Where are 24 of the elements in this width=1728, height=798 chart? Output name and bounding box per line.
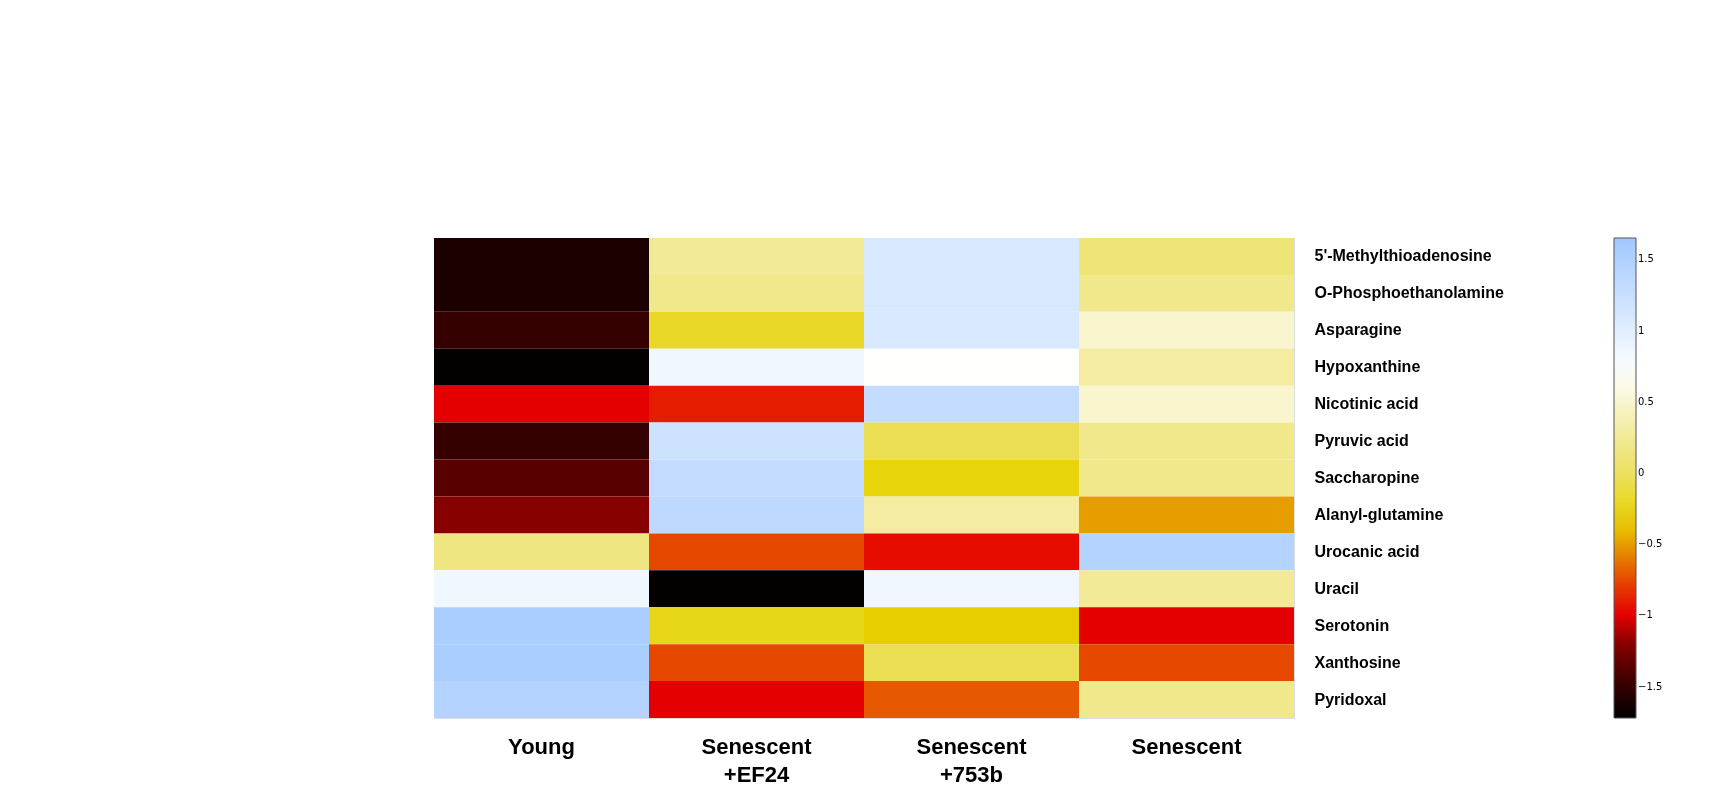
y-tick-label: 5'-Methylthioadenosine — [1314, 247, 1492, 265]
y-tick-label: Pyruvic acid — [1314, 432, 1409, 450]
x-tick-label: Young — [508, 733, 575, 759]
y-tick-label: Xanthosine — [1314, 653, 1401, 671]
color-bar-label: 0 — [1638, 467, 1645, 479]
x-tick-label: Senescent +EF24 — [701, 733, 813, 787]
y-tick-label: Asparagine — [1314, 321, 1402, 339]
color-bar-label: −0.5 — [1638, 538, 1663, 550]
color-bar-label: −1.5 — [1638, 680, 1663, 692]
y-tick-label: Saccharopine — [1314, 469, 1420, 486]
x-tick-label: Senescent +753b — [916, 733, 1028, 787]
color-bar-label: 1.5 — [1638, 253, 1654, 265]
color-bar-label: 1 — [1638, 324, 1645, 336]
y-tick-label: Alanyl-glutamine — [1314, 505, 1444, 523]
y-tick-label: Serotonin — [1314, 616, 1390, 634]
y-tick-label: Hypoxanthine — [1314, 358, 1421, 376]
color-bar-label: −1 — [1638, 609, 1653, 621]
y-tick-label: Urocanic acid — [1314, 542, 1420, 560]
color-bar-label: 0.5 — [1638, 395, 1654, 407]
x-tick-label: Senescent — [1131, 733, 1243, 759]
y-tick-label: Nicotinic acid — [1314, 395, 1419, 413]
y-tick-label: Uracil — [1314, 579, 1359, 597]
y-tick-label: Pyridoxal — [1314, 690, 1387, 708]
y-tick-label: O-Phosphoethanolamine — [1314, 284, 1504, 302]
